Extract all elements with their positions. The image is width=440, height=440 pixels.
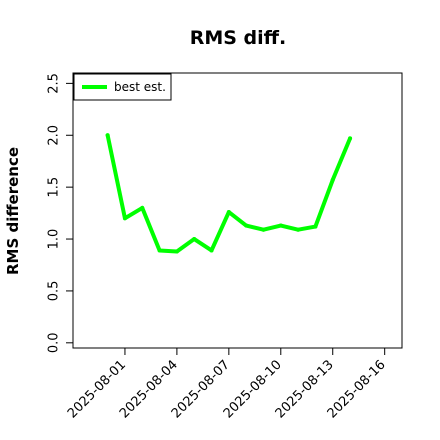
y-tick-label: 1.0 [47,229,62,250]
y-axis-label: RMS difference [4,147,22,275]
y-tick-label: 1.5 [47,177,62,198]
data-point [313,224,318,229]
data-point [348,136,353,141]
y-tick-label: 2.0 [47,125,62,146]
data-point [296,227,301,232]
data-point [209,248,214,253]
legend: best est. [73,73,172,101]
y-tick-label: 0.5 [47,281,62,302]
data-point [157,248,162,253]
data-point [174,249,179,254]
x-axis: 2025-08-012025-08-042025-08-072025-08-10… [65,348,389,421]
data-point [261,227,266,232]
data-point [278,223,283,228]
legend-label: best est. [114,80,166,94]
data-point [140,205,145,210]
y-tick-label: 2.5 [47,73,62,94]
data-point [105,133,110,138]
data-point [226,210,231,215]
data-point [192,237,197,242]
plot-frame [72,72,403,349]
y-tick-label: 0.0 [47,332,62,353]
y-axis: 0.0 0.5 1.0 1.5 2.0 2.5 [47,73,73,353]
data-point [244,223,249,228]
data-point [122,216,127,221]
chart-title: RMS diff. [190,27,287,49]
series-layer [105,133,353,254]
data-point [330,177,335,182]
series-line [105,133,353,254]
